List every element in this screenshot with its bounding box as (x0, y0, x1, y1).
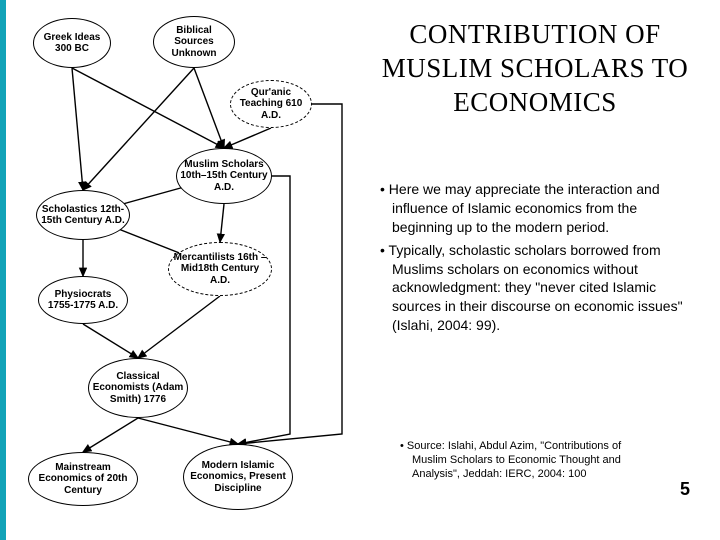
flowchart-diagram: Greek Ideas 300 BC Biblical Sources Unkno… (8, 10, 350, 530)
edge-biblical-muslim (194, 68, 224, 148)
source-citation: Source: Islahi, Abdul Azim, "Contributio… (400, 440, 640, 481)
edge-classical-modern (138, 418, 238, 444)
edge-classical-mainstream (83, 418, 138, 452)
accent-bar (0, 0, 6, 540)
node-muslim: Muslim Scholars 10th–15th Century A.D. (176, 148, 272, 204)
edge-mercant-classical (138, 296, 220, 358)
node-mainstream: Mainstream Economics of 20th Century (28, 452, 138, 506)
edge-muslim-mercant (220, 204, 224, 242)
node-scholastics: Scholastics 12th-15th Century A.D. (36, 190, 130, 240)
page-title: CONTRIBUTION OF MUSLIM SCHOLARS TO ECONO… (370, 18, 700, 119)
node-classical: Classical Economists (Adam Smith) 1776 (88, 358, 188, 418)
edge-greek-muslim (72, 68, 224, 148)
page-number: 5 (680, 479, 690, 500)
edge-quranic-muslim (224, 128, 271, 148)
bullet-item: Typically, scholastic scholars borrowed … (380, 241, 700, 335)
edge-physio-classical (83, 324, 138, 358)
edge-muslim-modern (238, 176, 290, 444)
bullet-item: Here we may appreciate the interaction a… (380, 180, 700, 237)
node-quranic: Qur'anic Teaching 610 A.D. (230, 80, 312, 128)
node-biblical: Biblical Sources Unknown (153, 16, 235, 68)
source-text: Source: Islahi, Abdul Azim, "Contributio… (400, 440, 640, 481)
node-greek: Greek Ideas 300 BC (33, 18, 111, 68)
edge-greek-scholastics (72, 68, 83, 190)
node-physio: Physiocrats 1755-1775 A.D. (38, 276, 128, 324)
bullet-list: Here we may appreciate the interaction a… (380, 180, 700, 339)
node-mercant: Mercantilists 16th – Mid18th Century A.D… (168, 242, 272, 296)
node-modern: Modern Islamic Economics, Present Discip… (183, 444, 293, 510)
